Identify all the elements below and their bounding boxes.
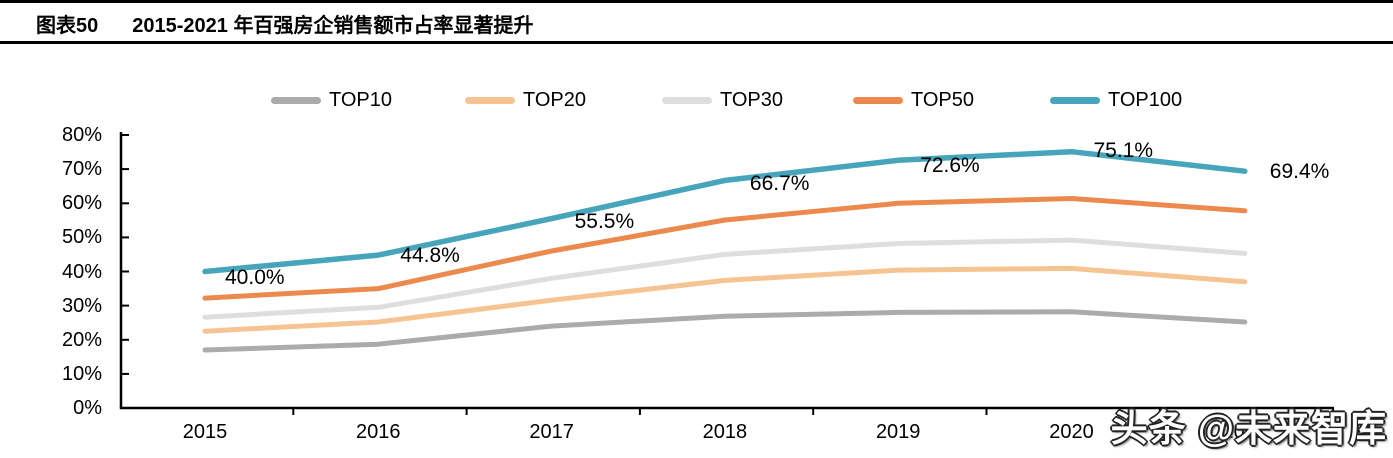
series-line-top30 [202, 237, 1248, 320]
y-tick-label: 70% [61, 158, 102, 181]
legend-swatch-top10 [271, 96, 321, 104]
legend-item-top20: TOP20 [465, 88, 586, 112]
data-label-2016: 44.8% [400, 244, 460, 268]
title-divider [0, 41, 1393, 44]
chart-title-text: 2015-2021 年百强房企销售额市占率显著提升 [132, 15, 534, 37]
y-tick-label: 40% [61, 260, 102, 283]
x-tick-label: 2017 [529, 421, 574, 443]
data-label-2021: 69.4% [1269, 160, 1330, 184]
x-tick-label: 2015 [182, 421, 228, 443]
y-tick-label: 0% [73, 397, 102, 419]
legend-label-top100: TOP100 [1108, 88, 1183, 111]
data-label-2019: 72.6% [920, 154, 980, 178]
x-tick-label: 2019 [875, 421, 921, 443]
y-tick-label: 50% [61, 226, 102, 249]
legend-label-top30: TOP30 [720, 88, 783, 111]
legend-item-top100: TOP100 [1050, 88, 1182, 112]
x-tick-label: 2016 [356, 421, 401, 443]
series-line-top10 [202, 309, 1248, 353]
series-line-top20 [202, 265, 1248, 334]
legend-label-top20: TOP20 [523, 88, 586, 111]
data-label-2020: 75.1% [1093, 138, 1154, 162]
legend-item-top50: TOP50 [853, 88, 974, 112]
legend-swatch-top30 [662, 96, 712, 104]
x-tick-label: 2018 [702, 421, 748, 443]
x-tick-label: 2021 [1222, 421, 1268, 443]
y-tick-label: 80% [61, 124, 102, 146]
data-label-2017: 55.5% [574, 209, 635, 233]
legend-label-top10: TOP10 [329, 88, 392, 111]
data-label-2015: 40.0% [225, 265, 285, 289]
x-tick-label: 2020 [1049, 421, 1094, 443]
top-divider [0, 0, 1393, 3]
series-line-top100 [202, 148, 1248, 275]
series-line-top50 [202, 196, 1248, 301]
chart-number-label: 图表50 [36, 15, 99, 37]
chart-title: 图表50 2015-2021 年百强房企销售额市占率显著提升 [36, 9, 533, 38]
legend-item-top30: TOP30 [662, 88, 783, 112]
legend-label-top50: TOP50 [911, 88, 974, 111]
y-tick-label: 20% [61, 328, 102, 351]
legend-swatch-top100 [1050, 96, 1100, 104]
y-tick-label: 10% [61, 362, 102, 385]
legend-swatch-top20 [465, 96, 515, 104]
y-tick-label: 60% [61, 192, 102, 215]
watermark: 头条 @未来智库 [1110, 408, 1387, 449]
legend-item-top10: TOP10 [271, 88, 392, 112]
y-tick-label: 30% [61, 294, 102, 317]
data-label-2018: 66.7% [749, 172, 810, 196]
legend-swatch-top50 [853, 96, 903, 104]
